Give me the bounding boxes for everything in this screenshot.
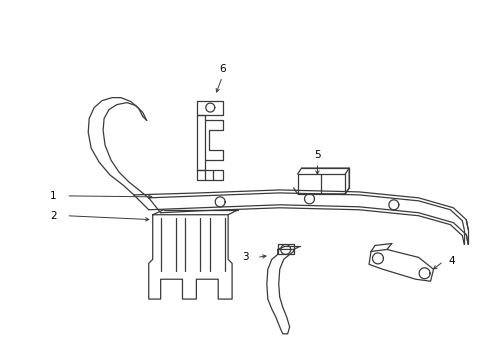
Text: 6: 6: [219, 64, 225, 74]
Text: 3: 3: [241, 252, 248, 262]
Text: 1: 1: [50, 191, 57, 201]
Text: 4: 4: [447, 256, 454, 266]
Text: 5: 5: [313, 150, 320, 160]
Text: 2: 2: [50, 211, 57, 221]
